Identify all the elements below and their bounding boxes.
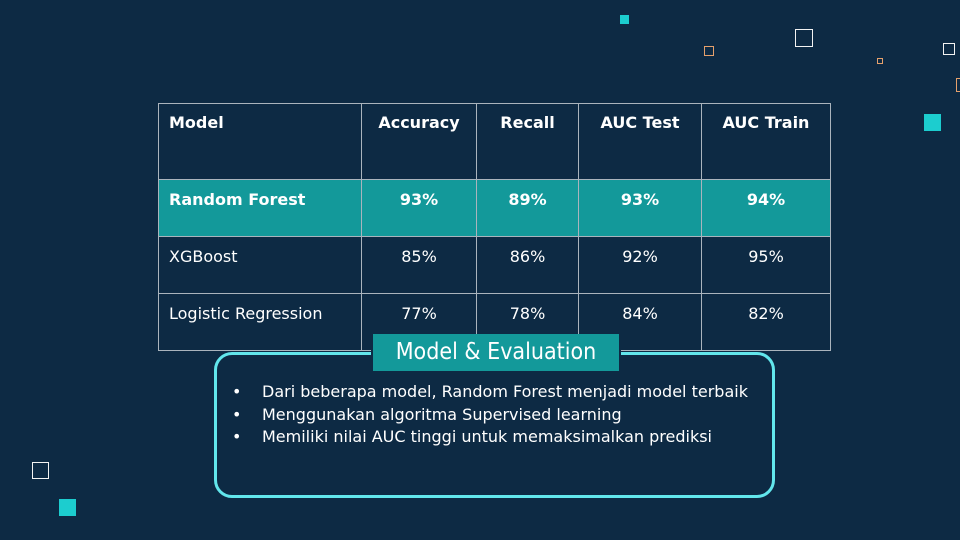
evaluation-points-list: • Dari beberapa model, Random Forest men…: [232, 381, 752, 449]
header-auc-test: AUC Test: [578, 103, 702, 180]
header-model: Model: [158, 103, 362, 180]
list-item: • Dari beberapa model, Random Forest men…: [232, 381, 752, 404]
table-row-random-forest: Random Forest 93% 89% 93% 94%: [158, 179, 831, 237]
header-accuracy: Accuracy: [361, 103, 477, 180]
deco-square-orange-outline-small: [877, 58, 883, 64]
evaluation-title: Model & Evaluation: [371, 334, 621, 371]
deco-square-teal-top: [620, 15, 629, 24]
table-header-row: Model Accuracy Recall AUC Test AUC Train: [158, 103, 831, 180]
bullet-icon: •: [232, 404, 242, 424]
list-item: • Memiliki nilai AUC tinggi untuk memaks…: [232, 426, 752, 449]
cell-auc-train: 82%: [701, 293, 831, 351]
cell-auc-train: 95%: [701, 236, 831, 294]
cell-accuracy: 85%: [361, 236, 477, 294]
evaluation-point-text: Dari beberapa model, Random Forest menja…: [262, 382, 748, 401]
list-item: • Menggunakan algoritma Supervised learn…: [232, 404, 752, 427]
table-row-xgboost: XGBoost 85% 86% 92% 95%: [158, 236, 831, 294]
bullet-icon: •: [232, 427, 242, 446]
deco-square-white-outline-large: [795, 29, 813, 47]
header-auc-train: AUC Train: [701, 103, 831, 180]
bullet-icon: •: [232, 382, 242, 401]
cell-auc-train: 94%: [701, 179, 831, 237]
cell-recall: 89%: [476, 179, 579, 237]
evaluation-point-text: Menggunakan algoritma Supervised learnin…: [262, 404, 622, 424]
cell-auc-test: 92%: [578, 236, 702, 294]
deco-square-teal-right: [924, 114, 941, 131]
deco-square-teal-bottom-left: [59, 499, 76, 516]
model-results-table: Model Accuracy Recall AUC Test AUC Train…: [158, 103, 831, 351]
cell-auc-test: 93%: [578, 179, 702, 237]
evaluation-point-text: Memiliki nilai AUC tinggi untuk memaksim…: [262, 427, 712, 446]
deco-square-white-outline-right: [943, 43, 955, 55]
deco-square-orange-outline: [704, 46, 714, 56]
deco-square-white-outline-bottom-left: [32, 462, 49, 479]
deco-square-orange-edge: [956, 78, 960, 92]
header-recall: Recall: [476, 103, 579, 180]
cell-model: XGBoost: [158, 236, 362, 294]
cell-accuracy: 93%: [361, 179, 477, 237]
cell-model: Random Forest: [158, 179, 362, 237]
cell-recall: 86%: [476, 236, 579, 294]
cell-model: Logistic Regression: [158, 293, 362, 351]
